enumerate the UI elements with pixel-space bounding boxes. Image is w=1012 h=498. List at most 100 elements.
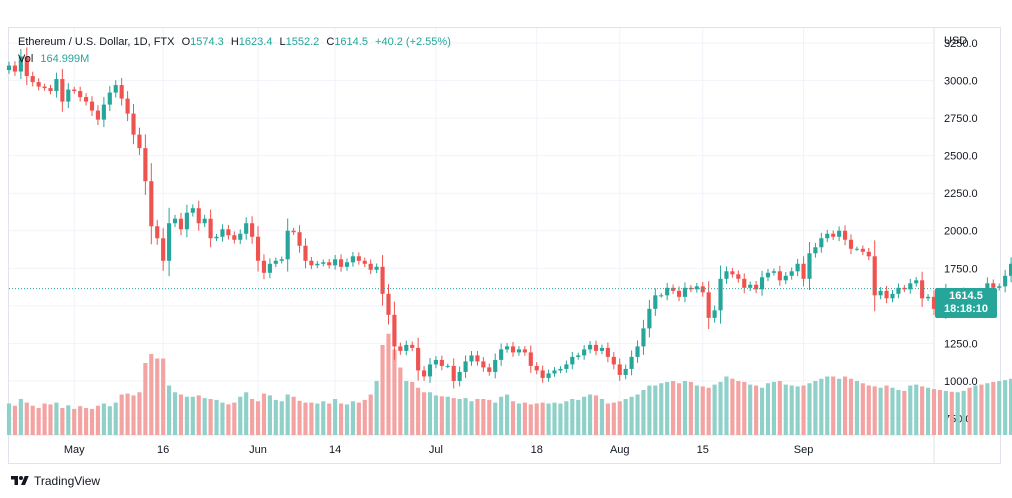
volume-bar [754,385,759,435]
candle-body [374,266,379,270]
volume-bar [291,396,296,435]
candle-body [261,260,267,273]
candle-body [546,373,551,378]
volume-bar [914,384,919,435]
candle-body [777,271,782,281]
candle-body [327,262,332,266]
volume-bar [125,393,130,435]
candle-body [997,286,1002,288]
candle-body [754,284,759,290]
candle-body [605,347,610,357]
x-tick-label: May [64,444,85,456]
candle-body [78,91,83,98]
volume-bar [730,378,735,435]
volume-bar [540,402,545,435]
volume-bar [890,387,895,435]
volume-bar [1003,380,1008,435]
y-tick-label: 2750.0 [944,113,978,125]
candle-body [24,56,29,77]
volume-bar [232,402,237,435]
x-tick-label: Aug [610,444,630,456]
candle-body [611,356,616,365]
volume-bar [522,402,527,435]
volume-bar [327,403,332,435]
volume-bar [356,402,361,435]
candle-body [232,235,237,240]
volume-bar [60,408,65,435]
volume-bar [884,385,889,435]
volume-bar [167,385,172,435]
volume-bar [706,387,711,435]
volume-bar [451,398,456,435]
candle-body [534,365,539,371]
volume-bar [487,399,492,435]
volume-bar [368,394,373,435]
volume-bar [967,387,972,435]
volume-bar [896,390,901,435]
volume-bar [837,378,842,435]
candle-body [89,101,95,111]
candle-body [914,280,919,284]
volume-bar [297,400,302,435]
y-tick-label: 1000.0 [944,376,978,388]
candle-body [487,367,492,372]
candle-body [255,236,261,261]
volume-bar [202,398,207,435]
volume-bar [143,363,148,435]
candle-body [149,181,154,227]
chart-frame [8,27,1001,464]
volume-label[interactable]: Vol [18,53,34,65]
volume-bar [445,396,450,435]
symbol-title[interactable]: Ethereum / U.S. Dollar, 1D, FTX [18,36,175,48]
volume-bar [42,403,47,435]
volume-bar [333,399,338,435]
candle-body [724,271,729,279]
y-tick-label: 1750.0 [944,263,978,275]
volume-bar [665,381,670,435]
volume-bar [321,401,326,435]
candle-body [795,263,800,272]
candle-body [629,356,634,369]
candle-body [730,271,735,275]
volume-bar [499,396,504,435]
candle-body [860,248,865,252]
volume-bar [457,399,462,435]
candle-body [659,295,664,297]
volume-bar [338,403,344,435]
candle-body [451,365,456,381]
candle-body [872,256,877,296]
candle-body [410,344,415,348]
volume-bar [427,392,433,435]
candle-body [665,287,670,296]
volume-bar [825,376,830,435]
volume-bar [920,386,925,435]
candle-body [368,263,373,270]
open-label: O [181,36,191,48]
candle-body [481,361,486,368]
volume-bar [137,392,142,435]
volume-bar [629,396,634,435]
candle-body [931,296,937,309]
volume-bar [78,406,83,435]
volume-bar [505,394,510,435]
volume-bar [303,402,308,435]
candle-body [825,233,830,239]
candle-body [398,346,403,351]
candle-body [475,355,480,362]
volume-bar [510,401,516,435]
volume-bar [475,399,480,435]
candle-body [30,76,35,83]
candle-body [991,283,996,288]
volume-bar [374,381,379,435]
volume-bar [54,402,59,435]
candle-body [172,218,178,224]
branding-text: TradingView [34,474,101,488]
volume-bar [777,381,782,435]
currency-label[interactable]: USD [944,35,968,47]
candle-body [902,287,907,290]
candle-body [653,295,658,309]
tradingview-branding[interactable]: TradingView [10,472,100,490]
volume-bar [66,405,71,435]
candle-body [623,368,628,375]
